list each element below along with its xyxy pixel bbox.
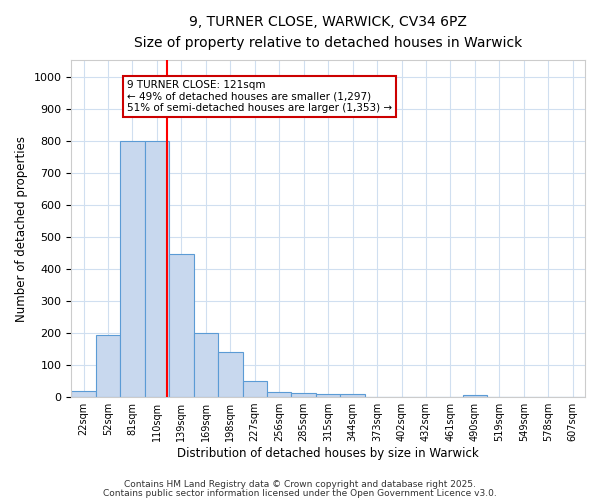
X-axis label: Distribution of detached houses by size in Warwick: Distribution of detached houses by size …	[177, 447, 479, 460]
Y-axis label: Number of detached properties: Number of detached properties	[15, 136, 28, 322]
Bar	[96, 334, 120, 397]
Bar	[316, 394, 340, 397]
Bar	[242, 381, 267, 397]
Text: Contains public sector information licensed under the Open Government Licence v3: Contains public sector information licen…	[103, 489, 497, 498]
Bar	[71, 390, 96, 397]
Bar	[194, 333, 218, 397]
Bar	[218, 352, 242, 397]
Bar	[145, 140, 169, 397]
Bar	[120, 140, 145, 397]
Bar	[169, 254, 194, 397]
Title: 9, TURNER CLOSE, WARWICK, CV34 6PZ
Size of property relative to detached houses : 9, TURNER CLOSE, WARWICK, CV34 6PZ Size …	[134, 15, 522, 50]
Bar	[267, 392, 292, 397]
Text: Contains HM Land Registry data © Crown copyright and database right 2025.: Contains HM Land Registry data © Crown c…	[124, 480, 476, 489]
Bar	[292, 393, 316, 397]
Bar	[463, 394, 487, 397]
Bar	[340, 394, 365, 397]
Text: 9 TURNER CLOSE: 121sqm
← 49% of detached houses are smaller (1,297)
51% of semi-: 9 TURNER CLOSE: 121sqm ← 49% of detached…	[127, 80, 392, 113]
